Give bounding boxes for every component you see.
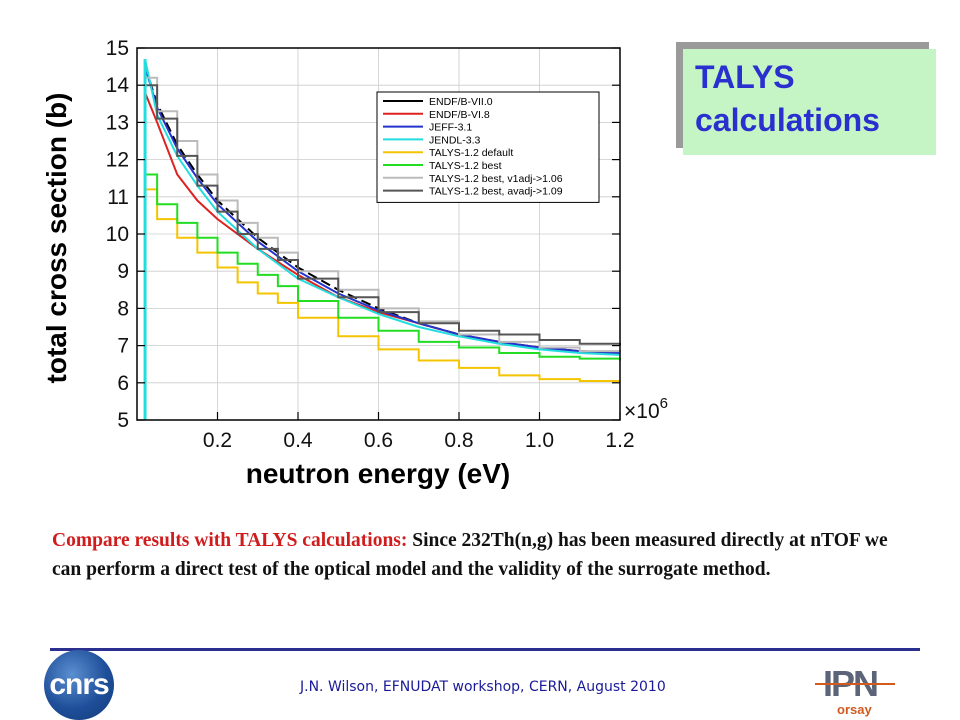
x-tick-label: 0.4: [283, 429, 313, 452]
y-tick-label: 12: [106, 149, 129, 172]
y-tick-label: 7: [117, 335, 129, 358]
y-axis-title: total cross section (b): [41, 93, 72, 384]
x-multiplier-label: ×106: [624, 395, 668, 423]
legend-entry: TALYS-1.2 default: [429, 147, 513, 159]
x-axis-title: neutron energy (eV): [246, 458, 510, 489]
x-tick-label: 1.2: [605, 429, 634, 452]
series-line-6: [145, 173, 621, 361]
caption-lead: Compare results with TALYS calculations:: [52, 530, 413, 551]
x-tick-label: 1.0: [525, 429, 554, 452]
y-tick-label: 13: [106, 111, 129, 134]
legend: ENDF/B-VII.0ENDF/B-VI.8JEFF-3.1JENDL-3.3…: [376, 91, 600, 203]
y-tick-label: 8: [117, 297, 129, 320]
y-tick-label: 11: [107, 186, 129, 209]
x-tick-label: 0.2: [203, 429, 232, 452]
y-tick-label: 14: [106, 74, 130, 97]
cnrs-logo-text: cnrs: [49, 668, 109, 701]
series-layer: [143, 58, 621, 420]
x-tick-label: 0.8: [444, 429, 473, 452]
x-multiplier-base: ×10: [624, 400, 660, 423]
series-line-5: [145, 188, 620, 382]
ipn-logo-subtext: orsay: [837, 702, 872, 717]
x-multiplier-exponent: 6: [660, 395, 668, 412]
footer-divider: [50, 648, 920, 651]
legend-entry: JENDL-3.3: [429, 134, 481, 146]
legend-entry: TALYS-1.2 best: [429, 160, 502, 172]
y-tick-label: 5: [117, 409, 129, 432]
caption: Compare results with TALYS calculations:…: [52, 526, 902, 584]
y-tick-label: 9: [117, 260, 129, 283]
y-tick-label: 10: [106, 223, 129, 246]
cnrs-logo: cnrs: [44, 650, 114, 720]
title-box: TALYS calculations: [683, 49, 936, 155]
legend-entry: JEFF-3.1: [429, 122, 472, 134]
footer-credit: J.N. Wilson, EFNUDAT workshop, CERN, Aug…: [300, 679, 666, 695]
legend-entry: ENDF/B-VI.8: [429, 109, 490, 121]
cross-section-chart: 5 6 7 8 9 10 11 12 13 14 15 0.2 0.4 0.6 0.8 1.0 1.2 ENDF…: [41, 37, 668, 489]
caption-body: Since 232Th(n,g) has been measured direc…: [52, 530, 888, 580]
series-line-8: [145, 84, 621, 346]
legend-box: [376, 91, 600, 203]
y-tick-label: 6: [117, 372, 129, 395]
x-tick-label: 0.6: [364, 429, 393, 452]
legend-entry: ENDF/B-VII.0: [429, 96, 493, 108]
legend-entry: TALYS-1.2 best, avadj->1.09: [429, 186, 563, 198]
ticks-layer: 5 6 7 8 9 10 11 12 13 14 15 0.2 0.4 0.6 0.8 1.0 1.2: [106, 37, 635, 452]
y-tick-label: 15: [106, 37, 129, 60]
legend-entry: TALYS-1.2 best, v1adj->1.06: [429, 173, 563, 185]
ipn-orsay-logo: IPN orsay: [815, 663, 895, 717]
